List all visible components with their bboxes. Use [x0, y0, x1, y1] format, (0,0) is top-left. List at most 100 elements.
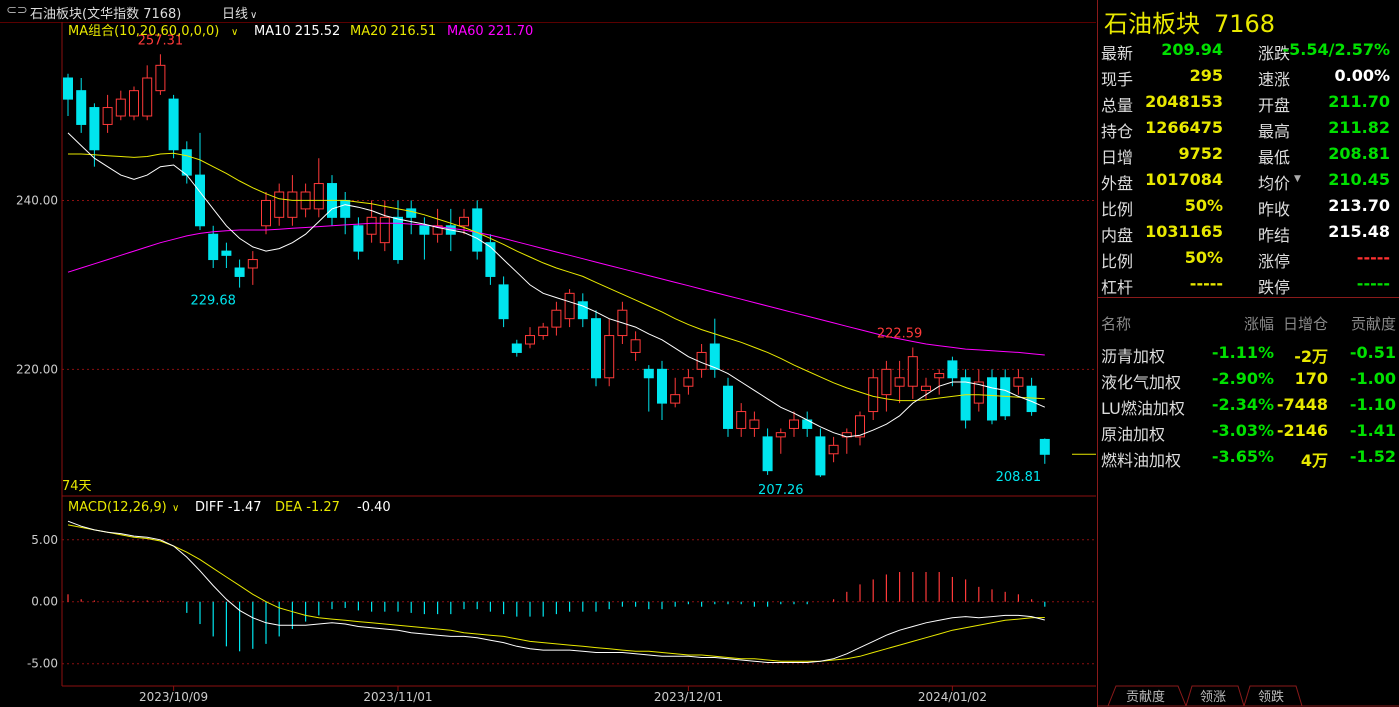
table-header: 名称 [1101, 315, 1132, 333]
table-cell-inc[interactable]: 4万 [1300, 451, 1328, 470]
candle-body [855, 415, 865, 438]
diff-label: DIFF -1.47 [195, 500, 262, 515]
quote-label: 总量 [1101, 96, 1134, 115]
candle-body [89, 107, 100, 151]
quote-label: 比例 [1101, 252, 1134, 271]
candle-body [168, 98, 179, 151]
table-cell-chg[interactable]: -3.65% [1211, 447, 1274, 466]
candle-body [274, 191, 285, 218]
quote-value: ----- [1356, 274, 1390, 293]
table-cell-contrib[interactable]: -1.00 [1349, 369, 1396, 388]
candle-body [76, 90, 87, 125]
table-cell-contrib[interactable]: -1.41 [1349, 421, 1396, 440]
quote-label: 最高 [1258, 122, 1291, 141]
candle-body [987, 377, 997, 421]
candle-body [485, 242, 496, 277]
candle-body [459, 216, 469, 227]
candle-body [894, 377, 905, 387]
candle-body [102, 107, 113, 125]
candle-body [604, 335, 615, 379]
table-cell-chg[interactable]: -1.11% [1211, 343, 1274, 362]
price-annotation: 229.68 [190, 294, 236, 309]
table-cell-inc[interactable]: -2146 [1276, 421, 1328, 440]
x-tick-label: 2024/01/02 [918, 690, 987, 704]
quote-label: 内盘 [1101, 226, 1134, 245]
quote-value: 1031165 [1145, 222, 1223, 241]
table-cell-contrib[interactable]: -0.51 [1349, 343, 1396, 362]
quote-label: 持仓 [1101, 122, 1134, 141]
candle-body [630, 339, 641, 353]
candle-body [419, 225, 430, 235]
quote-label: 现手 [1101, 70, 1134, 89]
candle-body [577, 301, 588, 320]
table-cell-name[interactable]: LU燃油加权 [1101, 399, 1185, 418]
kline-chart[interactable]: 240.00 220.00 5.00 0.00 -5.00 2023/10/09 2023/… [0, 0, 1097, 707]
table-cell-inc[interactable]: -7448 [1276, 395, 1328, 414]
quote-label: 昨结 [1258, 226, 1291, 245]
candle-body [564, 292, 575, 320]
candle-body [115, 98, 126, 117]
candle-body [498, 284, 509, 320]
table-cell-inc[interactable]: -2万 [1294, 347, 1328, 366]
candle-body [155, 64, 166, 92]
quote-value: 2048153 [1145, 92, 1223, 111]
macd-y-tick-label: 0.00 [31, 595, 58, 609]
ma20-line [68, 152, 1045, 402]
candle-body [63, 77, 73, 100]
table-cell-name[interactable]: 液化气加权 [1101, 373, 1182, 392]
table-cell-name[interactable]: 原油加权 [1101, 425, 1166, 444]
tab-leading-down[interactable]: 领跌 [1258, 690, 1285, 705]
link-icon[interactable]: ⊂⊃ [6, 3, 28, 18]
quote-value: ----- [1189, 274, 1223, 293]
quote-value: 215.48 [1328, 222, 1390, 241]
candle-body [881, 368, 892, 396]
avg-dropdown-icon[interactable]: ▼ [1294, 174, 1301, 184]
ma60-label: MA60 221.70 [447, 24, 533, 39]
dea-line [67, 524, 1045, 662]
quote-value: 1266475 [1145, 118, 1223, 137]
candle-body [1026, 385, 1037, 413]
candle-body [973, 381, 984, 404]
candle-body [313, 183, 324, 210]
tab-leading-up[interactable]: 领涨 [1200, 690, 1227, 705]
quote-value: ----- [1356, 248, 1390, 267]
table-cell-chg[interactable]: -2.90% [1211, 369, 1274, 388]
quote-value: 9752 [1178, 144, 1223, 163]
candle-body [525, 335, 535, 345]
table-cell-inc[interactable]: 170 [1294, 369, 1328, 388]
table-cell-contrib[interactable]: -1.10 [1349, 395, 1396, 414]
bottom-tabs: 贡献度 领涨 领跌 [1098, 684, 1399, 707]
candle-body [142, 77, 153, 117]
macd-dropdown-icon: ∨ [172, 503, 179, 514]
candle-body [1039, 438, 1050, 455]
quote-panel: 石油板块 7168 最新 209.94 涨跌 -5.54/2.57% 现手 295 速涨 0.0… [1097, 0, 1399, 707]
days-label: 74天 [62, 479, 92, 494]
candle-body [511, 343, 522, 353]
table-cell-contrib[interactable]: -1.52 [1349, 447, 1396, 466]
candle-body [670, 394, 681, 404]
macd-y-tick-label: 5.00 [31, 533, 58, 547]
instrument-title: 石油板块(文华指数 7168) [30, 7, 182, 22]
candle-body [366, 216, 377, 235]
table-cell-name[interactable]: 燃料油加权 [1101, 451, 1182, 470]
quote-value: 1017084 [1145, 170, 1223, 189]
table-cell-chg[interactable]: -3.03% [1211, 421, 1274, 440]
y-tick-label: 240.00 [16, 193, 58, 207]
candle-body [947, 360, 958, 379]
candle-body [195, 174, 205, 227]
ma10-label: MA10 215.52 [254, 24, 340, 39]
x-tick-label: 2023/11/01 [363, 690, 432, 704]
candle-body [921, 385, 931, 391]
candle-body [221, 250, 232, 256]
period-selector[interactable]: 日线 ∨ [222, 7, 258, 22]
table-cell-chg[interactable]: -2.34% [1211, 395, 1274, 414]
candle-body [393, 216, 403, 261]
candle-body [472, 208, 483, 252]
candle-body [538, 326, 549, 337]
table-cell-name[interactable]: 沥青加权 [1101, 347, 1166, 366]
candle-body [683, 377, 694, 387]
tab-contribution[interactable]: 贡献度 [1126, 690, 1166, 705]
candle-body [247, 259, 258, 269]
quote-value: 295 [1189, 66, 1223, 85]
ma-group-dropdown-icon: ∨ [231, 27, 238, 38]
